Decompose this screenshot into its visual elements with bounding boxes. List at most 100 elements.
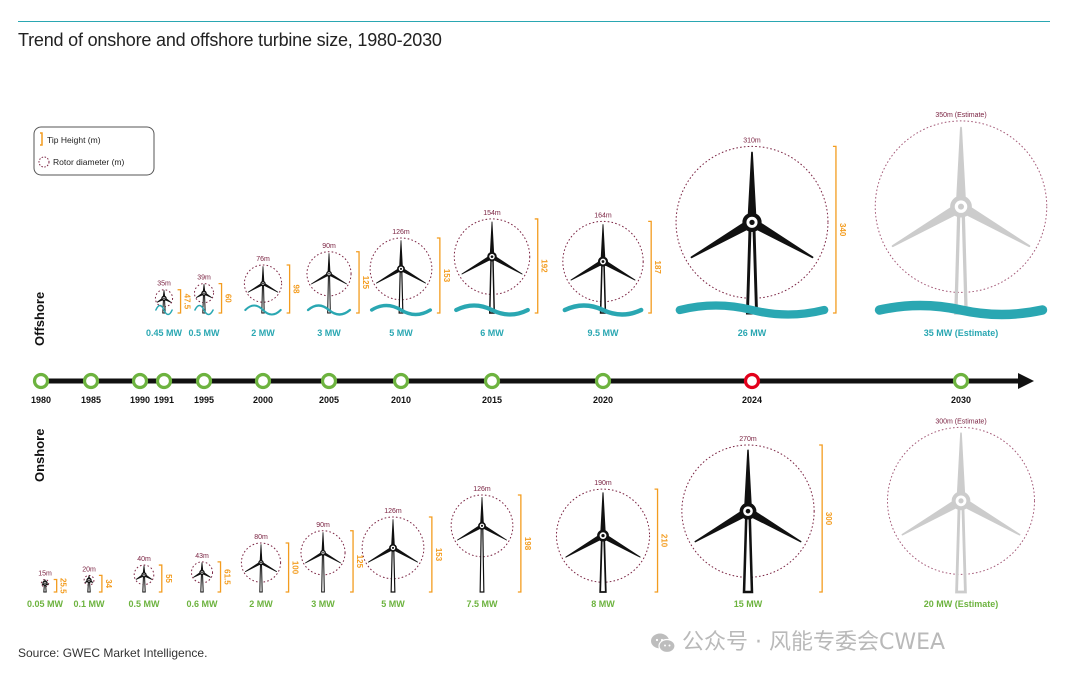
tip-height-bracket	[217, 561, 222, 593]
capacity-label: 0.05 MW	[27, 599, 64, 609]
capacity-label: 3 MW	[317, 328, 341, 338]
wave	[306, 304, 352, 316]
rotor-label: 80m	[254, 534, 268, 541]
hub-center	[44, 582, 46, 584]
tip-height-bracket	[654, 488, 659, 593]
capacity-label: 2 MW	[251, 328, 275, 338]
tip-height-label: 47.5	[183, 294, 192, 310]
year-label-2030: 2030	[951, 395, 971, 405]
year-label-2015: 2015	[482, 395, 502, 405]
legend-box	[33, 126, 155, 176]
timeline-node-2005	[320, 372, 338, 390]
tower	[398, 268, 404, 314]
tip-height-label: 300	[824, 512, 833, 526]
rotor-label: 126m	[473, 486, 491, 493]
hub-center	[201, 571, 203, 574]
onshore-turbine-2030: 300m (Estimate) 20 MW (Estimate)	[887, 418, 1035, 609]
watermark-text: 公众号 · 风能专委会CWEA	[682, 630, 946, 655]
capacity-label: 5 MW	[389, 328, 413, 338]
capacity-label: 0.5 MW	[188, 328, 220, 338]
timeline-node-1990	[131, 372, 149, 390]
tip-height-label: 340	[838, 223, 847, 237]
offshore-turbine-2005: 90m 125 3 MW	[306, 243, 370, 338]
hub-center	[957, 203, 965, 210]
rotor-label: 190m	[594, 480, 612, 487]
rotor-circle	[361, 516, 425, 580]
blade-1	[480, 497, 484, 527]
capacity-label: 26 MW	[738, 328, 767, 338]
onshore-turbine-2000: 80m 100 2 MW	[240, 534, 300, 609]
rotor-label: 90m	[316, 522, 330, 529]
hub-center	[143, 574, 145, 576]
timeline: 1980 1985 1990 1991 1995 2000 2005 2010 2015 2020…	[31, 372, 1034, 405]
capacity-label: 5 MW	[381, 599, 405, 609]
tip-height-bracket	[832, 145, 837, 314]
rotor-label: 154m	[483, 210, 501, 217]
onshore-turbine-2020: 190m 210 8 MW	[555, 480, 669, 609]
capacity-label: 9.5 MW	[587, 328, 619, 338]
onshore-turbine-1995: 43m 61.5 0.6 MW	[186, 553, 231, 609]
offshore-turbine-2015: 154m 192 6 MW	[453, 210, 549, 338]
rotor-label: 126m	[384, 508, 402, 515]
year-label-2000: 2000	[253, 395, 273, 405]
capacity-label: 35 MW (Estimate)	[924, 328, 999, 338]
rotor-circle	[83, 574, 95, 586]
tip-height-bracket	[158, 564, 163, 593]
timeline-node-2010	[392, 372, 410, 390]
capacity-label: 0.1 MW	[73, 599, 105, 609]
tip-height-bracket	[356, 251, 360, 314]
tip-height-bracket	[648, 220, 652, 314]
rotor-label: 126m	[392, 229, 410, 236]
tower	[479, 525, 485, 593]
tip-height-label: 210	[660, 534, 669, 548]
tip-height-label: 153	[434, 548, 443, 562]
tip-height-label: 60	[224, 294, 233, 303]
blade-1	[321, 532, 325, 554]
tower	[390, 547, 396, 593]
tip-height-label: 34	[104, 579, 113, 588]
timeline-node-2024	[743, 372, 761, 390]
capacity-label: 15 MW	[734, 599, 763, 609]
tower	[742, 509, 754, 594]
hub-center	[490, 255, 494, 258]
timeline-node-2000	[254, 372, 272, 390]
offshore-turbine-2010: 126m 153 5 MW	[369, 229, 451, 338]
rotor-circle	[453, 218, 531, 295]
offshore-turbine-2030: 350m (Estimate) 35 MW (Estimate)	[874, 112, 1048, 338]
wave	[369, 303, 433, 317]
capacity-label: 6 MW	[480, 328, 504, 338]
capacity-label: 7.5 MW	[466, 599, 498, 609]
hub-center	[322, 552, 324, 554]
timeline-node-1980	[32, 372, 50, 390]
wave	[874, 300, 1048, 320]
hub-center	[260, 561, 262, 564]
hub-center	[749, 219, 755, 226]
year-label-1995: 1995	[194, 395, 214, 405]
legend-rotor-label: Rotor diameter (m)	[53, 157, 124, 167]
wave	[675, 301, 829, 319]
offshore-turbine-2020: 164m 187 9.5 MW	[562, 212, 662, 338]
rotor-label: 39m	[197, 275, 211, 282]
tower	[745, 220, 759, 315]
rotor-label: 43m	[195, 553, 209, 560]
hub-center	[958, 498, 964, 504]
tip-height-bracket	[286, 264, 291, 314]
hub-center	[480, 524, 484, 527]
onshore-turbine-2010: 126m 153 5 MW	[361, 508, 443, 609]
offshore-turbines: 35m 47.5 0.45 MW 39m 60 0.5 MW 76m 98 2 MW 90m 125…	[146, 112, 1048, 338]
rotor-label: 35m	[157, 281, 171, 288]
rotor-label: 270m	[739, 436, 757, 443]
onshore-turbine-1990: 40m 55 0.5 MW	[128, 556, 172, 609]
rotor-circle	[887, 426, 1035, 575]
hub-center	[203, 292, 205, 294]
hub-center	[163, 297, 165, 300]
tip-height-bracket	[218, 282, 223, 314]
tip-height-label: 98	[292, 285, 301, 294]
blade-1	[489, 221, 495, 258]
offshore-turbine-2000: 76m 98 2 MW	[243, 256, 301, 338]
chat-bubble-logo-icon	[651, 633, 676, 654]
rotor-label: 90m	[322, 243, 336, 250]
rotor-circle	[40, 579, 50, 588]
tip-height-label: 25.5	[59, 578, 68, 594]
